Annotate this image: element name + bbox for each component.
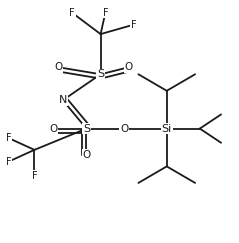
Text: O: O — [125, 62, 133, 72]
Text: F: F — [6, 133, 11, 143]
Text: F: F — [131, 20, 136, 30]
Text: S: S — [83, 124, 90, 134]
Text: O: O — [82, 150, 91, 160]
Text: F: F — [103, 8, 108, 18]
Text: F: F — [6, 157, 11, 167]
Text: O: O — [54, 62, 62, 72]
Text: S: S — [97, 69, 104, 79]
Text: O: O — [120, 124, 128, 134]
Text: Si: Si — [162, 124, 172, 134]
Text: F: F — [70, 8, 75, 18]
Text: O: O — [49, 124, 58, 134]
Text: N: N — [59, 95, 67, 105]
Text: F: F — [32, 171, 37, 181]
